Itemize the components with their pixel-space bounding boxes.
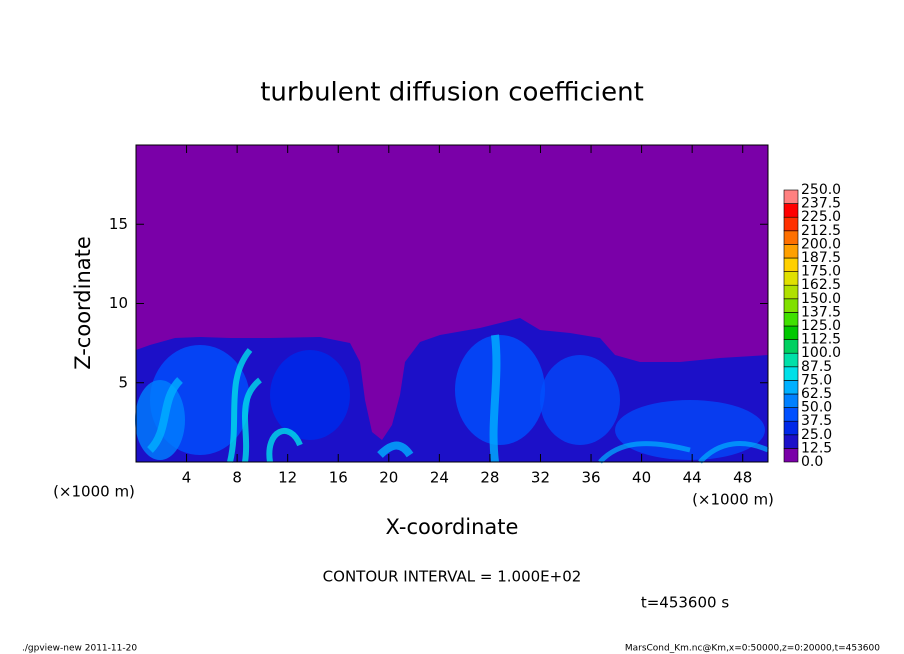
field [135, 318, 769, 464]
field-region [270, 350, 350, 440]
colorbar-swatch [783, 352, 799, 368]
field-region [540, 355, 620, 445]
x-tick-label: 8 [232, 469, 242, 487]
colorbar-swatch [783, 284, 799, 300]
time-label: t=453600 s [641, 594, 729, 612]
colorbar-swatch [783, 407, 799, 422]
colorbar-label: 25.0 [801, 427, 832, 443]
colorbar-label: 112.5 [801, 332, 841, 348]
colorbar-swatch [783, 203, 799, 218]
colorbar-swatch [783, 230, 799, 245]
y-tick-label: 5 [118, 373, 128, 391]
colorbar-label: 125.0 [801, 318, 841, 334]
field-region [615, 400, 765, 460]
colorbar-swatch [783, 420, 799, 436]
colorbar-swatch [783, 271, 799, 286]
y-tick-label: 15 [109, 215, 128, 233]
x-tick-label: 20 [379, 469, 398, 487]
colorbar-label: 137.5 [801, 304, 841, 320]
colorbar-swatch [783, 366, 799, 381]
y-axis-label: Z-coordinate [71, 236, 95, 370]
field-region [455, 335, 545, 445]
colorbar-label: 162.5 [801, 277, 841, 293]
y-unit: (×1000 m) [53, 483, 135, 501]
field-swirl [598, 441, 769, 464]
colorbar-label: 237.5 [801, 196, 841, 212]
colorbar-swatch [783, 339, 799, 354]
x-unit: (×1000 m) [692, 491, 774, 509]
colorbar-label: 37.5 [801, 413, 832, 429]
colorbar-label: 225.0 [801, 209, 841, 225]
colorbar-swatch [783, 244, 799, 259]
x-tick-label: 40 [632, 469, 651, 487]
field-swirl [146, 334, 501, 463]
x-tick-label: 12 [278, 469, 297, 487]
colorbar-swatch [783, 312, 799, 327]
colorbar-label: 187.5 [801, 250, 841, 266]
colorbar-label: 75.0 [801, 372, 832, 388]
footer-left: ./gpview-new 2011-11-20 [22, 644, 137, 654]
colorbar-swatch [783, 216, 799, 232]
colorbar-label: 100.0 [801, 345, 841, 361]
colorbar-swatch [783, 448, 799, 463]
colorbar-label: 150.0 [801, 291, 841, 307]
colorbar-swatch [783, 434, 799, 449]
x-tick-label: 32 [531, 469, 550, 487]
colorbar-label: 62.5 [801, 386, 832, 402]
field-swirl [227, 348, 303, 463]
footer-right: MarsCond_Km.nc@Km,x=0:50000,z=0:20000,t=… [625, 644, 880, 654]
x-axis-label: X-coordinate [386, 515, 519, 539]
x-tick-label: 4 [182, 469, 192, 487]
colorbar-label: 250.0 [801, 182, 841, 198]
x-tick-label: 28 [480, 469, 499, 487]
x-tick-label: 24 [430, 469, 449, 487]
x-tick-label: 48 [733, 469, 752, 487]
x-tick-label: 44 [683, 469, 702, 487]
colorbar-label: 212.5 [801, 223, 841, 239]
colorbar-label: 0.0 [801, 454, 823, 470]
x-tick-label: 16 [329, 469, 348, 487]
colorbar-label: 87.5 [801, 359, 832, 375]
annotation: CONTOUR INTERVAL = 1.000E+02 [323, 568, 582, 586]
colorbar-label: 12.5 [801, 440, 832, 456]
colorbar-swatch [783, 298, 799, 313]
colorbar-swatch [783, 257, 799, 272]
colorbar-swatch [783, 393, 799, 408]
x-tick-label: 36 [581, 469, 600, 487]
y-tick-label: 10 [109, 294, 128, 312]
colorbar-label: 50.0 [801, 400, 832, 416]
colorbar-swatch [783, 189, 799, 204]
colorbar-swatch [783, 380, 799, 395]
chart-title: turbulent diffusion coefficient [260, 78, 644, 108]
colorbar-label: 200.0 [801, 236, 841, 252]
colorbar-label: 175.0 [801, 264, 841, 280]
colorbar-swatch [783, 325, 799, 340]
